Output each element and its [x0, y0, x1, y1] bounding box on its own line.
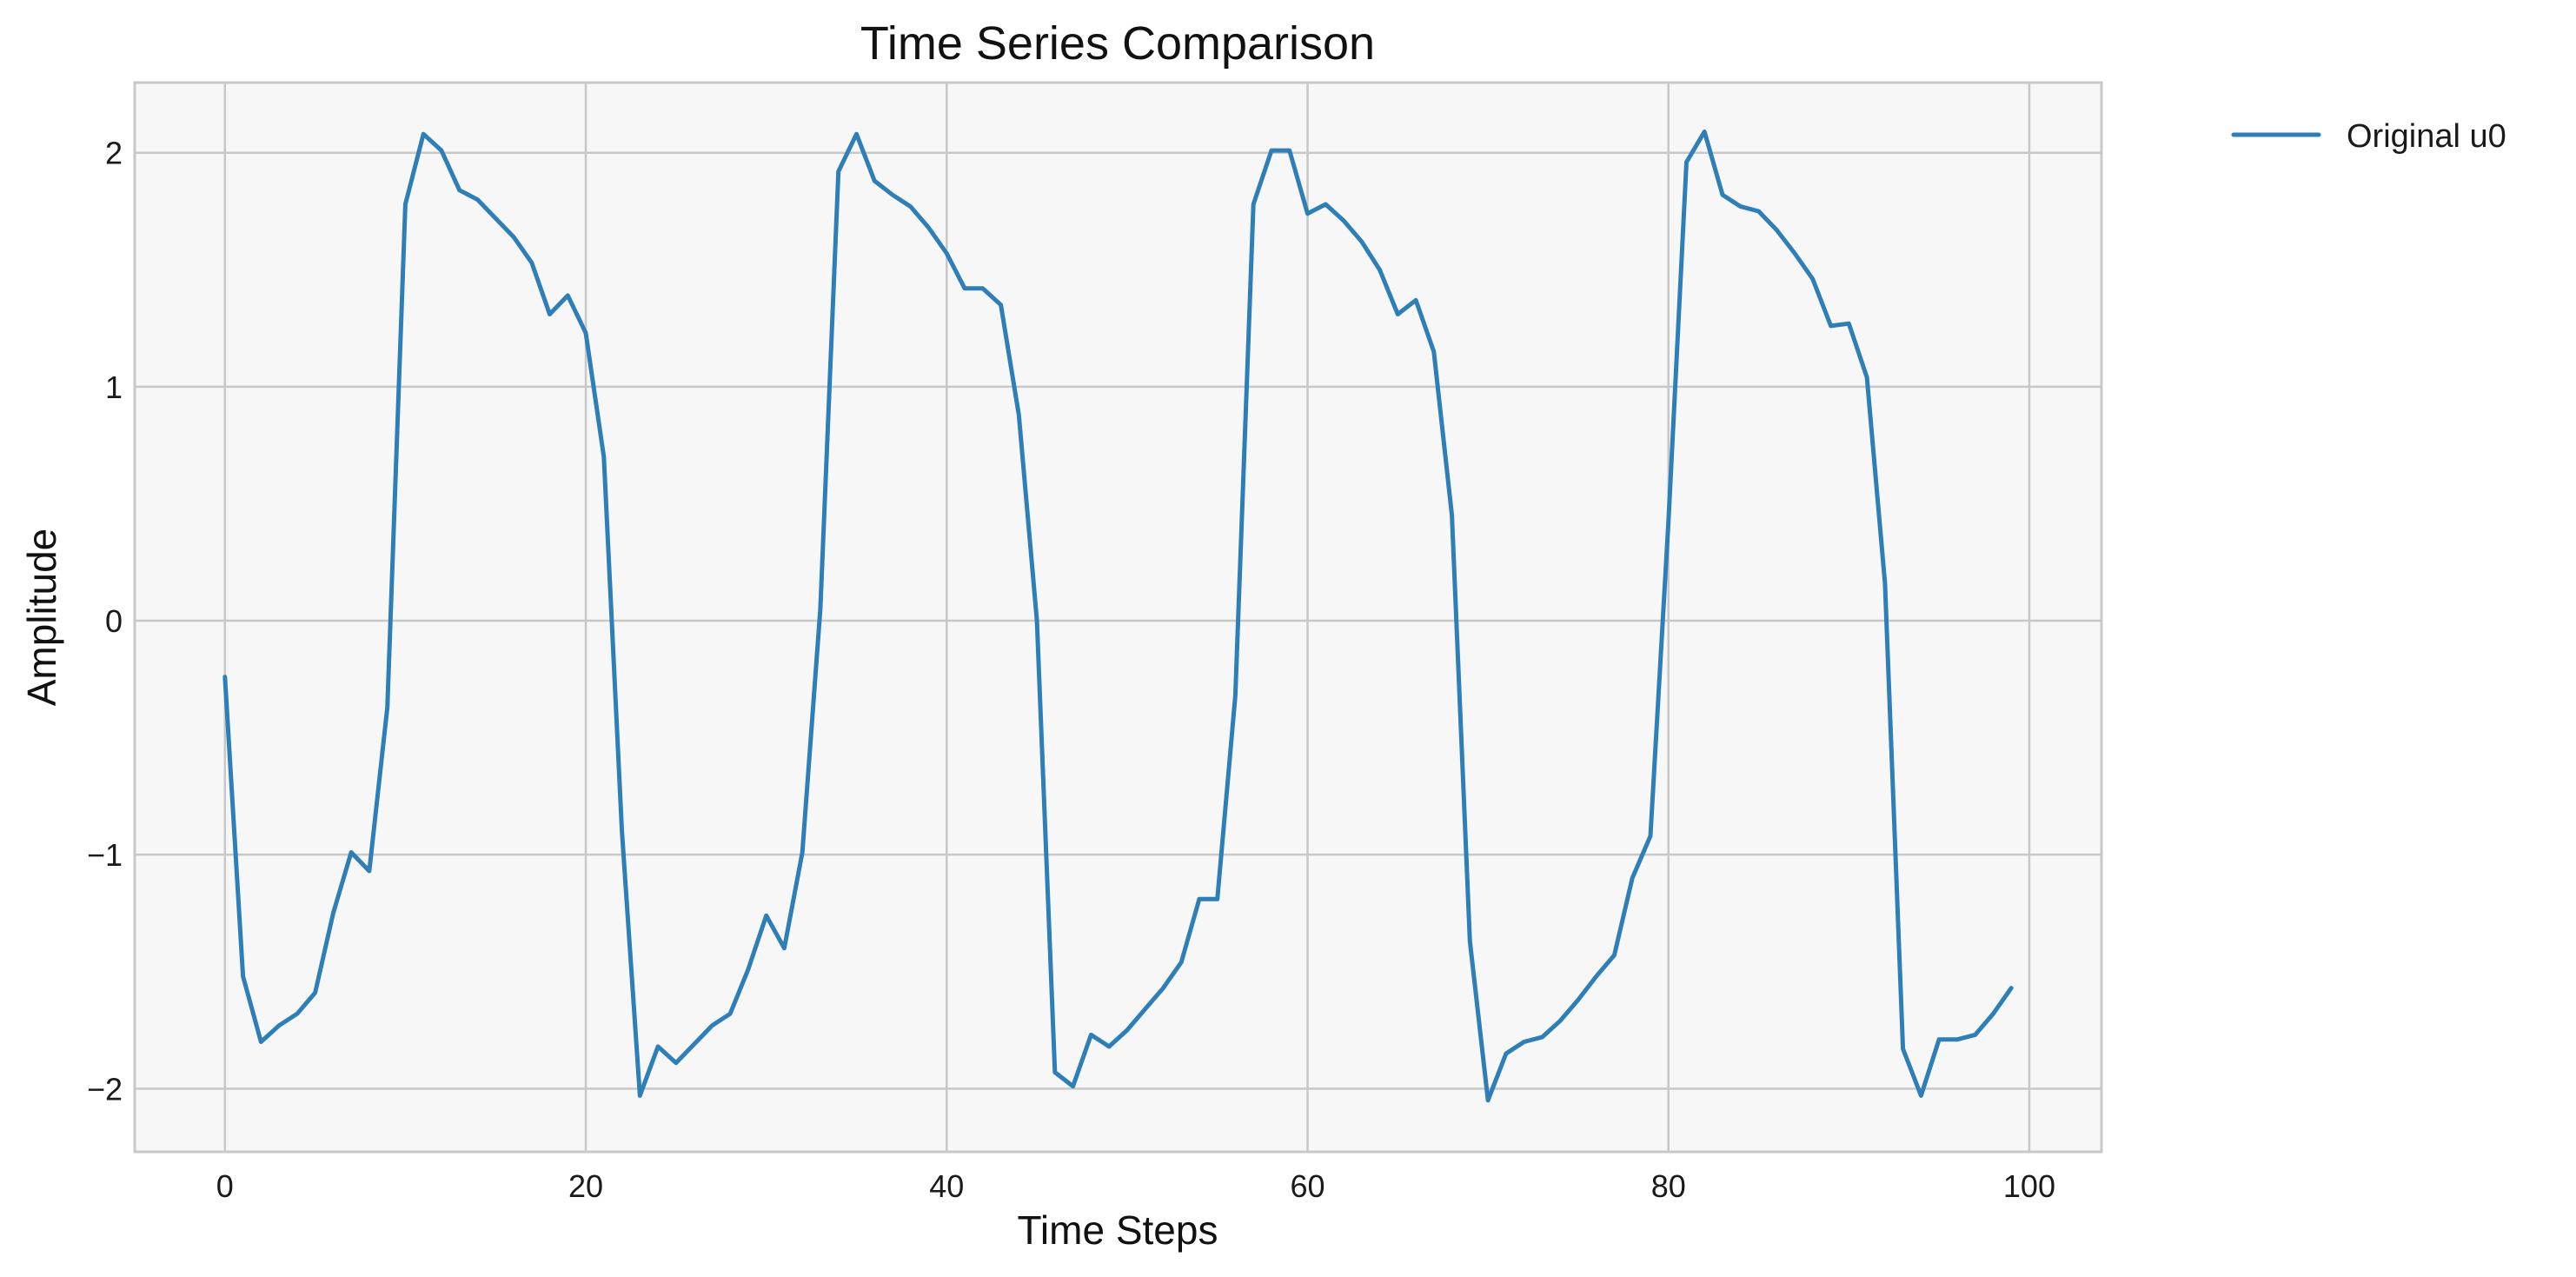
x-tick-label: 100: [2003, 1168, 2055, 1204]
y-tick-label: −2: [87, 1071, 123, 1107]
series-line-original-u0: [222, 130, 2014, 1103]
x-tick-label: 40: [929, 1168, 964, 1204]
x-tick-label: 60: [1290, 1168, 1325, 1204]
x-tick-label: 80: [1651, 1168, 1686, 1204]
chart-title: Time Series Comparison: [860, 17, 1375, 70]
plot-frame: [133, 81, 2103, 1154]
y-tick-label: 0: [105, 603, 123, 639]
x-axis-label: Time Steps: [1018, 1207, 1218, 1253]
x-tick-label: 20: [568, 1168, 603, 1204]
y-tick-labels: −2 −1 0 1 2: [87, 136, 123, 1107]
x-tick-label: 0: [216, 1168, 234, 1204]
plot-background: [135, 83, 2101, 1152]
y-tick-label: 2: [105, 136, 123, 171]
x-tick-labels: 0 20 40 60 80 100: [216, 1168, 2055, 1204]
legend-label: Original u0: [2347, 118, 2506, 155]
grid: [135, 83, 2101, 1152]
y-tick-label: −1: [87, 837, 123, 873]
legend: Original u0: [2231, 118, 2506, 155]
y-axis-label: Amplitude: [19, 529, 64, 707]
y-tick-label: 1: [105, 369, 123, 405]
series-lines: [222, 130, 2014, 1103]
